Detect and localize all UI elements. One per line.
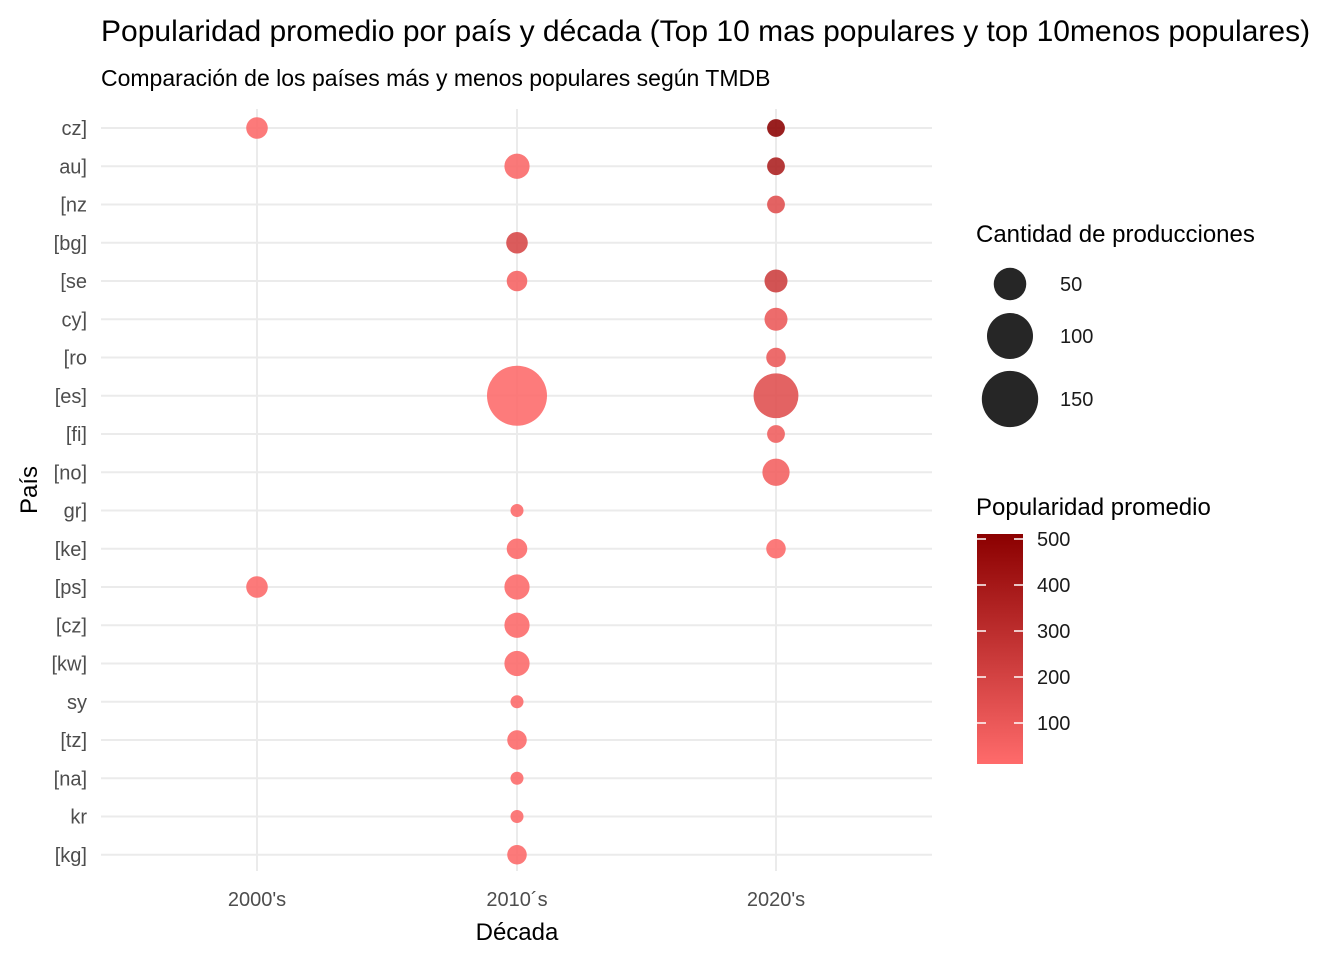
data-point bbox=[767, 425, 785, 443]
color-legend-label: 100 bbox=[1037, 713, 1070, 735]
data-point bbox=[510, 771, 524, 785]
y-tick-label: [no] bbox=[54, 462, 87, 484]
data-point bbox=[510, 695, 524, 709]
size-legend-label: 150 bbox=[1060, 389, 1093, 411]
color-legend-title: Popularidad promedio bbox=[976, 494, 1211, 521]
y-tick-label: [na] bbox=[54, 768, 87, 790]
y-axis-ticks: cz] au] [nz [bg] [se cy] [ro [es] [fi] [no] gr] [ke… bbox=[51, 118, 87, 867]
color-legend-bar bbox=[977, 534, 1023, 764]
y-tick-label: [bg] bbox=[54, 233, 87, 255]
data-point bbox=[504, 153, 530, 179]
y-tick-label: [fi] bbox=[66, 424, 87, 446]
grid-layer bbox=[101, 109, 932, 871]
data-point bbox=[762, 458, 790, 486]
y-tick-label: [nz bbox=[60, 195, 87, 217]
size-legend-key bbox=[986, 312, 1034, 360]
y-tick-label: cz] bbox=[61, 118, 87, 140]
x-axis-ticks: 2000's 2010´s 2020's bbox=[228, 889, 805, 911]
data-point bbox=[764, 307, 788, 331]
data-point bbox=[506, 538, 528, 560]
data-point bbox=[487, 365, 547, 426]
data-point bbox=[504, 650, 530, 677]
y-tick-label: [ke] bbox=[55, 539, 87, 561]
size-legend-label: 100 bbox=[1060, 326, 1093, 348]
points-layer bbox=[246, 117, 799, 865]
size-legend-title: Cantidad de producciones bbox=[976, 221, 1255, 248]
y-tick-label: gr] bbox=[64, 501, 87, 523]
y-tick-label: [cz] bbox=[56, 615, 87, 637]
size-legend-label: 50 bbox=[1060, 274, 1082, 296]
color-legend-label: 500 bbox=[1037, 529, 1070, 551]
y-tick-label: [ro bbox=[64, 348, 87, 370]
data-point bbox=[506, 231, 528, 254]
data-point bbox=[507, 844, 527, 865]
size-legend-key bbox=[981, 370, 1039, 428]
x-axis-title: Década bbox=[476, 919, 559, 946]
y-axis-title: País bbox=[16, 466, 43, 514]
y-tick-label: [es] bbox=[55, 386, 87, 408]
data-point bbox=[764, 269, 788, 293]
color-legend-label: 200 bbox=[1037, 667, 1070, 689]
y-tick-label: [tz] bbox=[60, 730, 87, 752]
data-point bbox=[507, 730, 527, 750]
chart-subtitle: Comparación de los países más y menos po… bbox=[101, 65, 770, 91]
data-point bbox=[504, 574, 530, 600]
y-tick-label: [se bbox=[60, 271, 87, 293]
y-tick-label: [ps] bbox=[55, 577, 87, 599]
size-legend: Cantidad de producciones 50 100 150 bbox=[976, 221, 1255, 428]
size-legend-key bbox=[993, 267, 1027, 301]
data-point bbox=[246, 117, 268, 139]
y-tick-label: [kg] bbox=[55, 845, 87, 867]
data-point bbox=[767, 195, 785, 214]
data-point bbox=[753, 373, 799, 419]
y-tick-label: au] bbox=[59, 156, 87, 178]
data-point bbox=[510, 503, 524, 518]
color-legend-label: 400 bbox=[1037, 575, 1070, 597]
chart-title: Popularidad promedio por país y década (… bbox=[101, 15, 1310, 48]
x-tick-label: 2000's bbox=[228, 889, 286, 911]
data-point bbox=[767, 157, 785, 176]
color-legend: Popularidad promedio 100 200 300 400 500 bbox=[976, 494, 1211, 764]
data-point bbox=[766, 347, 786, 368]
y-tick-label: kr bbox=[70, 807, 87, 829]
color-legend-label: 300 bbox=[1037, 621, 1070, 643]
data-point bbox=[510, 809, 524, 824]
data-point bbox=[504, 612, 530, 638]
data-point bbox=[506, 270, 528, 292]
data-point bbox=[246, 576, 268, 598]
x-tick-label: 2010´s bbox=[486, 889, 547, 911]
data-point bbox=[766, 538, 786, 559]
data-point bbox=[767, 119, 785, 137]
y-tick-label: sy bbox=[67, 692, 87, 714]
x-tick-label: 2020's bbox=[747, 889, 805, 911]
y-tick-label: cy] bbox=[61, 309, 87, 331]
y-tick-label: [kw] bbox=[51, 654, 87, 676]
